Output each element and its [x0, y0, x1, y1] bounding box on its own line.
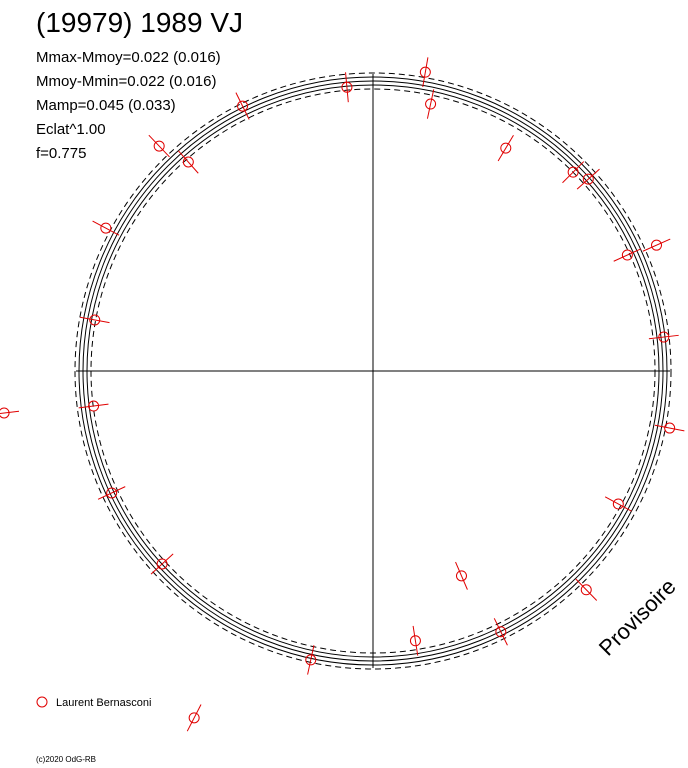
- error-tick: [426, 89, 435, 119]
- data-point: [580, 584, 592, 596]
- error-tick: [648, 334, 679, 340]
- annotation: Eclat^1.00: [36, 121, 106, 138]
- error-tick: [186, 704, 202, 732]
- data-point: [658, 331, 670, 343]
- data-point: [0, 407, 10, 419]
- error-tick: [235, 92, 250, 120]
- data-point: [237, 100, 249, 112]
- error-tick: [412, 625, 419, 656]
- data-point: [88, 400, 100, 412]
- error-tick: [575, 578, 598, 601]
- error-tick: [307, 645, 315, 675]
- error-tick: [493, 618, 508, 646]
- annotation: Mmoy-Mmin=0.022 (0.016): [36, 73, 216, 90]
- error-tick: [345, 72, 349, 103]
- data-point: [621, 249, 633, 261]
- data-point: [156, 558, 168, 570]
- curves: [74, 72, 672, 670]
- error-tick: [150, 553, 174, 575]
- data-point: [153, 140, 165, 152]
- data-point: [182, 156, 194, 168]
- data-point: [500, 142, 512, 154]
- error-tick: [422, 57, 429, 88]
- error-tick: [78, 403, 109, 409]
- data-point: [455, 570, 467, 582]
- error-tick: [497, 134, 514, 162]
- error-tick: [604, 496, 632, 512]
- data-point: [425, 98, 437, 110]
- error-tick: [92, 220, 120, 236]
- legend-label: Laurent Bernasconi: [56, 697, 151, 709]
- data-point: [341, 81, 353, 93]
- credit: (c)2020 OdG-RB: [36, 755, 96, 764]
- error-tick: [613, 248, 642, 262]
- error-tick: [178, 150, 199, 174]
- data-point: [106, 487, 118, 499]
- data-point: [89, 314, 101, 326]
- annotation: Mmax-Mmoy=0.022 (0.016): [36, 49, 221, 66]
- data-point: [100, 222, 112, 234]
- error-tick: [642, 238, 671, 252]
- watermark: Provisoire: [594, 574, 681, 661]
- data-point: [651, 239, 663, 251]
- error-tick: [455, 561, 468, 590]
- data-point: [409, 635, 421, 647]
- chart-title: (19979) 1989 VJ: [36, 7, 243, 38]
- error-tick: [148, 134, 170, 158]
- error-tick: [79, 316, 110, 324]
- data-point: [664, 422, 676, 434]
- annotation: f=0.775: [36, 145, 86, 162]
- error-tick: [97, 486, 126, 500]
- data-point: [495, 626, 507, 638]
- data-point: [305, 654, 317, 666]
- error-tick: [562, 161, 585, 184]
- data-point: [612, 498, 624, 510]
- model-curve-dashed: [74, 72, 672, 670]
- annotation: Mamp=0.045 (0.033): [36, 97, 176, 114]
- error-tick: [576, 168, 600, 190]
- data-point: [188, 712, 200, 724]
- error-tick: [0, 410, 20, 414]
- data-point: [582, 173, 594, 185]
- legend-marker: [36, 696, 48, 708]
- error-tick: [654, 424, 685, 432]
- data-point: [567, 166, 579, 178]
- data-point: [419, 66, 431, 78]
